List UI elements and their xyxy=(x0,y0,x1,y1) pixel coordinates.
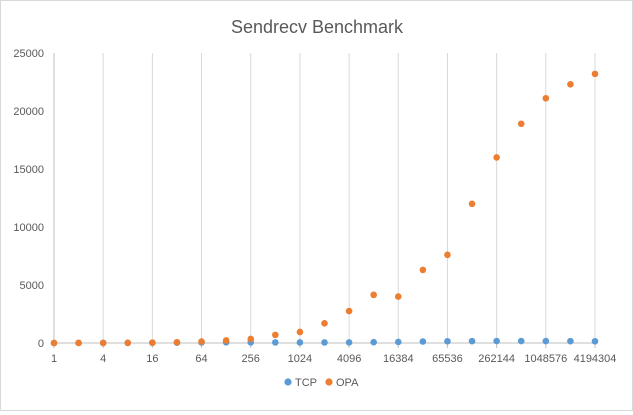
legend-label-opa: OPA xyxy=(336,377,359,389)
y-tick-label: 0 xyxy=(38,338,44,350)
data-point-opa xyxy=(370,291,377,299)
x-tick-label: 16 xyxy=(146,353,158,365)
y-tick-label: 25000 xyxy=(13,48,44,60)
data-point-opa xyxy=(149,339,156,346)
data-point-tcp xyxy=(394,338,402,346)
data-point-opa xyxy=(444,251,451,259)
data-point-opa xyxy=(468,200,476,208)
data-point-tcp xyxy=(419,338,427,345)
data-point-opa xyxy=(296,328,304,336)
x-tick-label: 4 xyxy=(100,353,106,365)
data-point-opa xyxy=(419,266,427,274)
data-point-opa xyxy=(542,94,550,102)
data-point-tcp xyxy=(345,339,353,346)
data-point-opa xyxy=(345,307,353,315)
data-point-opa xyxy=(493,154,500,161)
x-tick-label: 65536 xyxy=(432,353,463,365)
data-point-tcp xyxy=(567,337,574,345)
data-point-tcp xyxy=(493,337,500,345)
y-tick-label: 20000 xyxy=(13,106,44,118)
data-point-tcp xyxy=(272,339,279,346)
x-axis-tick-labels: 1 4 16 64 256 1024 4096 16384 65536 262144 1048576… xyxy=(51,353,616,365)
data-point-opa xyxy=(272,331,279,339)
y-axis-tick-labels: 0 5000 10000 15000 20000 25000 xyxy=(13,48,44,350)
x-tick-label: 256 xyxy=(242,353,260,365)
x-tick-label: 16384 xyxy=(383,353,414,365)
data-point-opa xyxy=(75,339,82,347)
data-point-tcp xyxy=(468,337,476,345)
chart-title: Sendrecv Benchmark xyxy=(231,17,404,37)
x-tick-label: 1024 xyxy=(288,353,312,365)
legend-marker-opa xyxy=(325,378,333,386)
data-point-opa xyxy=(591,70,599,78)
gridlines xyxy=(53,53,596,343)
y-tick-label: 5000 xyxy=(20,280,44,292)
y-tick-label: 15000 xyxy=(13,164,44,176)
data-point-tcp xyxy=(321,339,328,346)
legend-label-tcp: TCP xyxy=(295,377,317,389)
data-point-opa xyxy=(517,120,525,128)
data-point-opa xyxy=(222,337,230,344)
x-tick-label: 4096 xyxy=(337,353,361,365)
data-point-opa xyxy=(198,338,205,345)
x-tick-label: 64 xyxy=(195,353,207,365)
data-point-opa xyxy=(567,81,574,88)
data-point-tcp xyxy=(296,339,304,346)
legend-marker-tcp xyxy=(284,378,292,386)
series-tcp xyxy=(50,337,599,347)
data-point-tcp xyxy=(591,337,599,345)
y-tick-label: 10000 xyxy=(13,222,44,234)
data-point-tcp xyxy=(444,337,451,345)
x-tick-label: 262144 xyxy=(478,353,515,365)
data-point-opa xyxy=(173,338,181,346)
data-point-tcp xyxy=(517,337,525,345)
x-tick-label: 4194304 xyxy=(574,353,617,365)
data-point-opa xyxy=(321,319,328,327)
legend: TCP OPA xyxy=(284,377,359,389)
data-point-tcp xyxy=(370,338,377,346)
data-point-opa xyxy=(50,339,58,347)
x-tick-label: 1048576 xyxy=(524,353,567,365)
axes xyxy=(53,53,596,348)
data-series xyxy=(50,70,599,347)
data-point-opa xyxy=(124,339,132,347)
data-point-opa xyxy=(394,293,402,300)
series-opa xyxy=(50,70,599,347)
data-point-opa xyxy=(247,335,255,343)
x-tick-label: 1 xyxy=(51,353,57,365)
data-point-tcp xyxy=(542,337,550,345)
data-point-opa xyxy=(99,339,107,347)
